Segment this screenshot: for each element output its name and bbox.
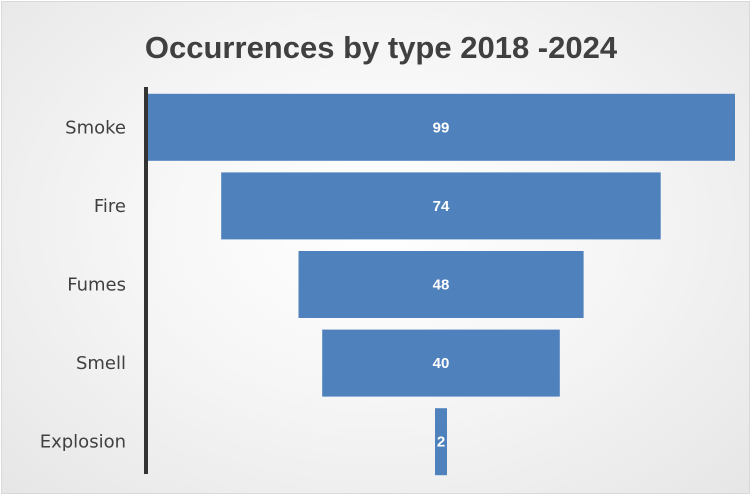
- value-label-smell: 40: [433, 355, 450, 372]
- bar-fire: [221, 172, 661, 240]
- category-labels: Smoke Fire Fumes Smell Explosion: [40, 117, 126, 452]
- bar-explosion: [435, 408, 447, 476]
- bar-fumes: [298, 251, 584, 318]
- category-label-explosion: Explosion: [40, 432, 126, 453]
- bar-smell: [322, 329, 560, 397]
- value-label-fire: 74: [433, 198, 450, 215]
- value-labels: 99 74 48 40 2: [433, 119, 450, 450]
- value-label-smoke: 99: [433, 119, 450, 136]
- value-label-fumes: 48: [433, 277, 450, 294]
- bars-group: [147, 93, 735, 476]
- bar-smoke: [147, 93, 735, 161]
- chart-title: Occurrences by type 2018 -2024: [145, 30, 618, 65]
- category-label-fire: Fire: [94, 196, 126, 217]
- value-label-explosion: 2: [437, 434, 445, 451]
- category-label-fumes: Fumes: [67, 275, 126, 296]
- category-label-smell: Smell: [76, 353, 126, 374]
- category-label-smoke: Smoke: [65, 117, 126, 138]
